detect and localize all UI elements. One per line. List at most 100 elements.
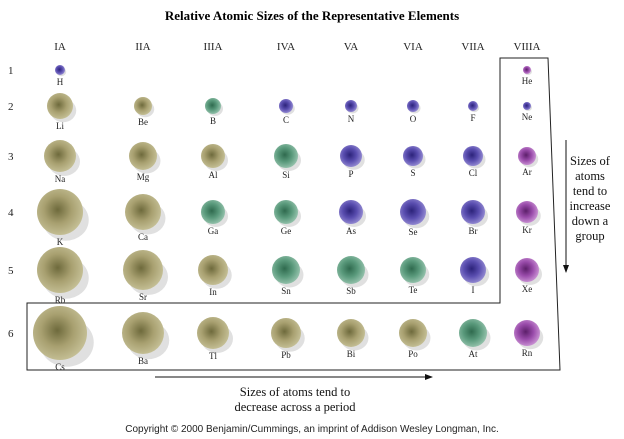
atom — [403, 146, 423, 166]
element-symbol: Sn — [281, 286, 291, 296]
element-symbol: Rn — [522, 348, 533, 358]
across-note: Sizes of atoms tend to — [240, 385, 350, 399]
group-label: VA — [344, 41, 359, 53]
element-symbol: Po — [408, 349, 418, 359]
element-symbol: At — [469, 349, 478, 359]
down-note: group — [575, 229, 604, 243]
group-label: IVA — [277, 41, 295, 53]
atom — [279, 99, 293, 113]
atom — [55, 65, 65, 75]
element-symbol: In — [209, 287, 217, 297]
element-symbol: Rb — [55, 295, 66, 305]
period-label: 6 — [8, 328, 14, 340]
copyright: Copyright © 2000 Benjamin/Cummings, an i… — [125, 424, 498, 435]
title: Relative Atomic Sizes of the Representat… — [165, 8, 459, 23]
element-symbol: Br — [469, 226, 478, 236]
down-note: Sizes of — [570, 154, 611, 168]
period-label: 1 — [8, 65, 14, 77]
atom — [523, 102, 531, 110]
element-symbol: As — [346, 226, 356, 236]
element-symbol: H — [57, 77, 64, 87]
element-symbol: Si — [282, 170, 290, 180]
period-label: 2 — [8, 101, 14, 113]
element-symbol: He — [522, 76, 533, 86]
atom — [198, 255, 228, 285]
atom — [122, 312, 164, 354]
element-symbol: I — [472, 285, 475, 295]
atom — [518, 147, 536, 165]
atom — [37, 189, 83, 235]
atom — [47, 93, 73, 119]
atom — [44, 140, 76, 172]
down-note: down a — [572, 214, 609, 228]
down-note: increase — [570, 199, 611, 213]
atom — [459, 319, 487, 347]
atom — [125, 194, 161, 230]
element-symbol: Ar — [522, 167, 532, 177]
element-symbol: Ba — [138, 356, 148, 366]
atom — [468, 101, 478, 111]
element-symbol: F — [470, 113, 475, 123]
down-note: tend to — [573, 184, 607, 198]
atom — [205, 98, 221, 114]
atom — [37, 247, 83, 293]
element-symbol: Cl — [469, 168, 478, 178]
atom — [201, 200, 225, 224]
atom — [514, 320, 540, 346]
atom — [123, 250, 163, 290]
element-symbol: Mg — [137, 172, 150, 182]
atom — [460, 257, 486, 283]
element-symbol: Tl — [209, 351, 217, 361]
atom — [400, 257, 426, 283]
atom — [340, 145, 362, 167]
atom — [339, 200, 363, 224]
atom — [523, 66, 531, 74]
element-symbol: Li — [56, 121, 64, 131]
group-label: VIA — [403, 41, 423, 53]
element-symbol: N — [348, 114, 355, 124]
down-note: atoms — [575, 169, 605, 183]
atom — [271, 318, 301, 348]
element-symbol: Ne — [522, 112, 533, 122]
atom — [274, 200, 298, 224]
atom — [400, 199, 426, 225]
element-symbol: Al — [209, 170, 218, 180]
period-label: 5 — [8, 265, 14, 277]
element-symbol: Bi — [347, 349, 356, 359]
element-symbol: B — [210, 116, 216, 126]
group-label: VIIIA — [514, 41, 541, 53]
atom — [33, 306, 87, 360]
atom — [337, 319, 365, 347]
element-symbol: Pb — [281, 350, 291, 360]
atom — [201, 144, 225, 168]
element-symbol: Xe — [522, 284, 533, 294]
element-symbol: S — [410, 168, 415, 178]
element-symbol: Na — [55, 174, 66, 184]
group-label: IIA — [135, 41, 150, 53]
atom — [337, 256, 365, 284]
element-symbol: Ga — [208, 226, 219, 236]
atom — [515, 258, 539, 282]
element-symbol: C — [283, 115, 289, 125]
atom — [134, 97, 152, 115]
element-symbol: Sb — [346, 286, 356, 296]
element-symbol: Be — [138, 117, 148, 127]
period-label: 3 — [8, 151, 14, 163]
element-symbol: Sr — [139, 292, 147, 302]
element-symbol: Kr — [522, 225, 532, 235]
element-symbol: K — [57, 237, 64, 247]
atom — [463, 146, 483, 166]
atom — [197, 317, 229, 349]
element-symbol: Ge — [281, 226, 292, 236]
group-label: VIIA — [461, 41, 484, 53]
atom — [272, 256, 300, 284]
atom — [399, 319, 427, 347]
across-note: decrease across a period — [234, 400, 356, 414]
element-symbol: Ca — [138, 232, 148, 242]
outline-box — [26, 57, 561, 371]
atom — [516, 201, 538, 223]
atom — [274, 144, 298, 168]
element-symbol: Te — [409, 285, 418, 295]
